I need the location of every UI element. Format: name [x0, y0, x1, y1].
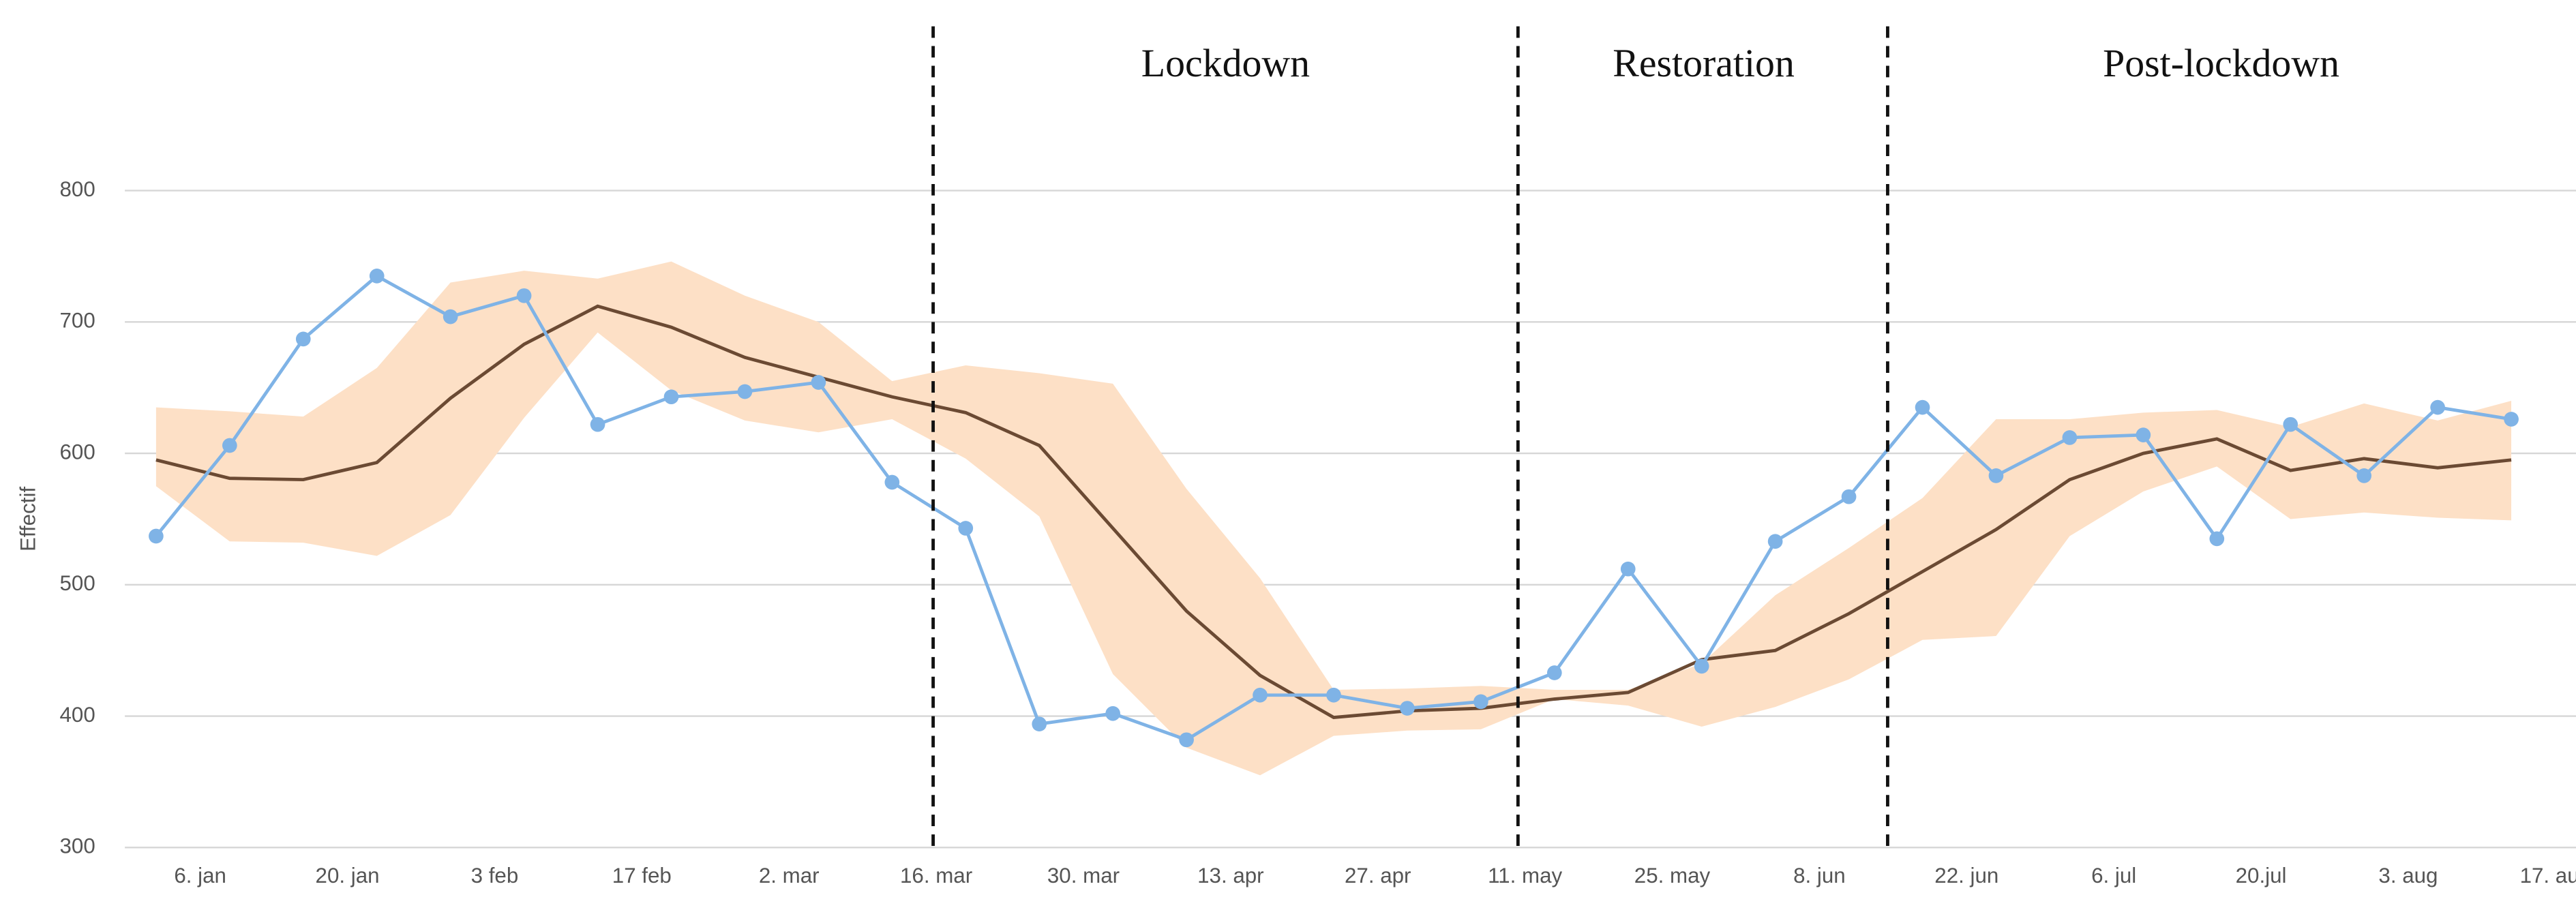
y-tick-label: 500: [59, 571, 95, 595]
point: [443, 309, 458, 324]
point: [884, 474, 900, 490]
point: [2209, 531, 2225, 547]
x-tick-label: 3 feb: [471, 864, 519, 888]
x-tick-label: 20. jan: [316, 864, 380, 888]
point: [1473, 694, 1488, 710]
x-tick-label: 8. jun: [1793, 864, 1846, 888]
point: [1326, 687, 1341, 703]
y-tick-label: 600: [59, 440, 95, 464]
y-axis-label: Effectif: [16, 487, 40, 551]
point: [2062, 430, 2078, 445]
point: [1032, 716, 1047, 732]
x-tick-label: 6. jul: [2091, 864, 2136, 888]
point: [2283, 416, 2298, 432]
phase-label: Lockdown: [1141, 41, 1310, 85]
point: [1620, 561, 1636, 577]
point: [2356, 468, 2372, 483]
x-tick-label: 25. may: [1634, 864, 1711, 888]
point: [2430, 399, 2445, 415]
point: [811, 375, 826, 390]
point: [590, 416, 605, 432]
x-tick-label: 30. mar: [1047, 864, 1120, 888]
point: [1179, 732, 1194, 748]
point: [1253, 687, 1268, 703]
point: [516, 288, 532, 303]
point: [1915, 399, 1930, 415]
point: [1694, 658, 1709, 674]
point: [1841, 489, 1857, 504]
series-line: [155, 304, 2512, 719]
x-tick-label: 11. may: [1488, 864, 1562, 888]
y-tick-label: 400: [59, 703, 95, 727]
x-tick-label: 2. mar: [759, 864, 820, 888]
x-tick-label: 13. apr: [1197, 864, 1264, 888]
phase-label: Post-lockdown: [2103, 41, 2339, 85]
y-tick-label: 300: [59, 834, 95, 858]
point: [1546, 665, 1562, 680]
point: [2136, 427, 2151, 442]
point: [1105, 706, 1120, 721]
point: [149, 528, 164, 544]
point: [1767, 534, 1783, 549]
x-tick-label: 3. aug: [2378, 864, 2438, 888]
point: [222, 438, 237, 453]
point: [295, 331, 311, 347]
point: [2504, 412, 2519, 427]
y-tick-label: 800: [59, 177, 95, 201]
point: [663, 389, 679, 405]
x-tick-label: 17. aug: [2520, 864, 2576, 888]
x-tick-label: 17 feb: [612, 864, 672, 888]
x-tick-label: 6. jan: [174, 864, 226, 888]
point: [958, 521, 974, 536]
x-tick-label: 27. apr: [1345, 864, 1411, 888]
point: [369, 269, 385, 284]
x-tick-label: 22. jun: [1934, 864, 1998, 888]
x-tick-label: 20.jul: [2236, 864, 2287, 888]
point: [737, 384, 753, 399]
point: [1400, 701, 1415, 716]
x-tick-label: 16. mar: [900, 864, 972, 888]
y-tick-label: 700: [59, 309, 95, 333]
point: [1988, 468, 2004, 483]
phase-label: Restoration: [1613, 41, 1795, 85]
